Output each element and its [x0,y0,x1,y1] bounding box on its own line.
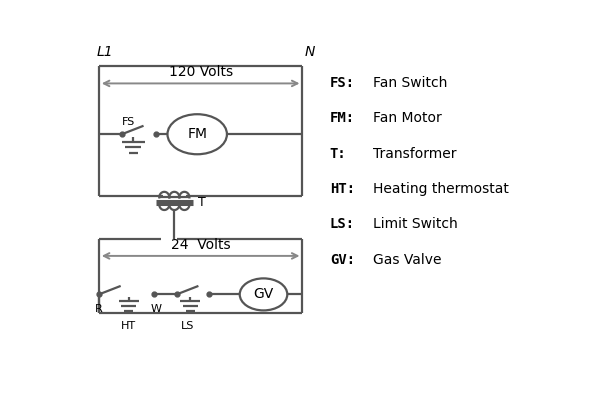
Text: Fan Switch: Fan Switch [373,76,448,90]
Text: L1: L1 [97,45,113,59]
Text: 24  Volts: 24 Volts [171,238,231,252]
Text: LS:: LS: [330,218,355,231]
Text: GV: GV [253,287,274,302]
Text: T:: T: [330,146,346,160]
Text: Fan Motor: Fan Motor [373,111,442,125]
Text: HT: HT [121,320,136,330]
Text: LS: LS [181,320,195,330]
Text: HT:: HT: [330,182,355,196]
Text: 120 Volts: 120 Volts [169,66,232,80]
Text: FS:: FS: [330,76,355,90]
Text: Gas Valve: Gas Valve [373,253,442,267]
Text: FM: FM [187,127,207,141]
Text: GV:: GV: [330,253,355,267]
Text: Heating thermostat: Heating thermostat [373,182,509,196]
Text: N: N [304,45,315,59]
Text: R: R [95,304,103,314]
Text: FM:: FM: [330,111,355,125]
Text: Transformer: Transformer [373,146,457,160]
Text: T: T [198,196,205,209]
Text: FS: FS [122,116,135,126]
Text: W: W [150,304,162,314]
Text: Limit Switch: Limit Switch [373,218,458,231]
